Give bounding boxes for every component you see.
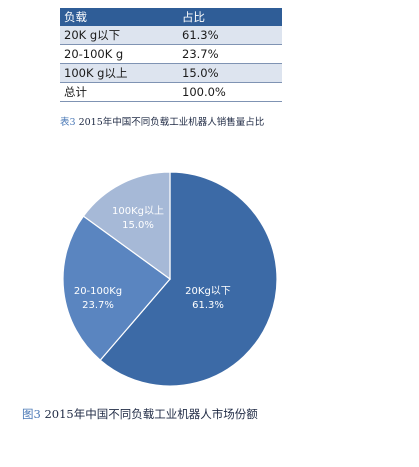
table-header-row: 负载 占比: [60, 8, 282, 26]
table-row: 20K g以下 61.3%: [60, 26, 282, 45]
cell-load: 总计: [60, 82, 182, 102]
cell-load: 100K g以上: [60, 63, 182, 83]
table-caption-text: 2015年中国不同负载工业机器人销售量占比: [75, 117, 265, 128]
cell-share: 100.0%: [182, 82, 282, 102]
table-caption-label: 表3: [60, 117, 76, 128]
table-caption: 表3 2015年中国不同负载工业机器人销售量占比: [60, 114, 264, 128]
data-table: 负载 占比 20K g以下 61.3% 20-100K g 23.7% 100K…: [60, 8, 282, 102]
slice-value-label: 15.0%: [122, 220, 154, 231]
pie-slice: [99, 171, 278, 387]
cell-load: 20-100K g: [60, 44, 182, 64]
pie-slice: [62, 215, 171, 361]
cell-share: 61.3%: [182, 26, 282, 45]
table-row: 总计 100.0%: [60, 82, 282, 102]
header-load: 负载: [60, 8, 182, 26]
slice-label: 20Kg以下: [185, 286, 231, 297]
cell-load: 20K g以下: [60, 26, 182, 45]
figure-caption-text: 2015年中国不同负载工业机器人市场份额: [40, 407, 258, 421]
cell-share: 15.0%: [182, 63, 282, 83]
figure-caption: 图3 2015年中国不同负载工业机器人市场份额: [22, 406, 258, 422]
table-row: 100K g以上 15.0%: [60, 63, 282, 83]
pie-slice: [82, 171, 171, 281]
slice-label: 100Kg以上: [112, 205, 164, 217]
slice-label: 20-100Kg: [74, 286, 122, 297]
cell-share: 23.7%: [182, 44, 282, 64]
table-row: 20-100K g 23.7%: [60, 44, 282, 64]
header-share: 占比: [182, 8, 282, 26]
slice-value-label: 23.7%: [82, 300, 114, 311]
load-share-table: 负载 占比 20K g以下 61.3% 20-100K g 23.7% 100K…: [60, 8, 282, 102]
slice-value-label: 61.3%: [192, 300, 224, 311]
figure-caption-label: 图3: [22, 407, 41, 421]
